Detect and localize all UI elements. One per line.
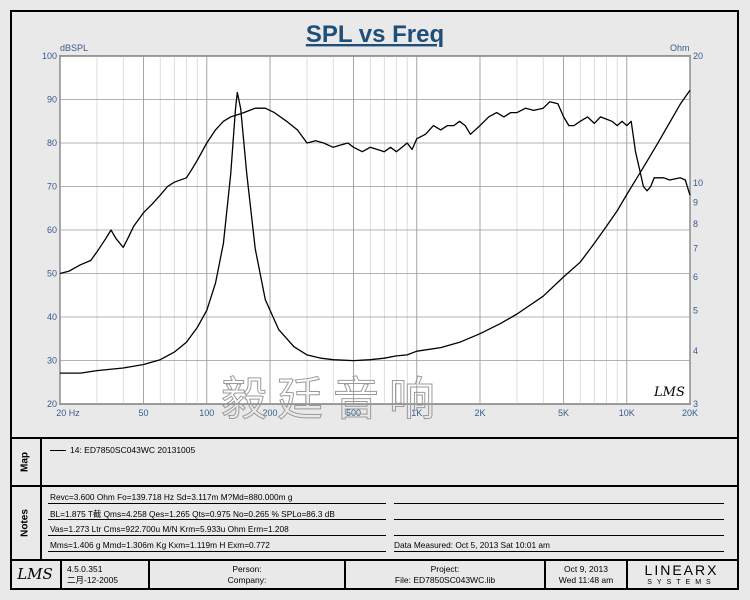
y-right-tick-label: 20 (693, 51, 703, 61)
y-left-tick-label: 70 (47, 182, 57, 192)
footer-date: Oct 9, 2013 (564, 564, 608, 574)
y-right-tick-label: 6 (693, 272, 698, 282)
footer-brand-sub: SYSTEMS (647, 579, 716, 586)
spl-chart: SPL vs Freq dBSPL Ohm 20 Hz 50 100 200 500 1K… (42, 21, 703, 427)
spl-series-line (59, 101, 691, 275)
x-tick-label: 2K (474, 408, 485, 418)
x-tick-label: 20K (682, 408, 698, 418)
y-left-tick-label: 50 (47, 269, 57, 279)
plot-logo: LMS (653, 385, 685, 400)
footer-version-date: 二月-12-2005 (67, 575, 119, 585)
footer-brand: LINEARX (644, 562, 719, 578)
y-right-tick-label: 10 (693, 178, 703, 188)
y-left-tick-label: 40 (47, 312, 57, 322)
map-section: Map 14: ED7850SC043WC 20131005 (10, 437, 739, 485)
map-label: Map (10, 439, 42, 485)
y-left-tick-label: 100 (42, 51, 57, 61)
y-right-tick-label: 5 (693, 305, 698, 315)
ticks: 20 Hz 50 100 200 500 1K 2K 5K 10K 20K 20 30 40 50 60 70… (42, 51, 703, 418)
x-tick-label: 1K (411, 408, 422, 418)
notes-line-3: Vas=1.273 Ltr Cms=922.700u M/N Krm=5.933… (50, 524, 289, 534)
footer-logo-cell: LMS (10, 561, 62, 590)
y-left-tick-label: 90 (47, 95, 57, 105)
data-measured: Data Measured: Oct 5, 2013 Sat 10:01 am (394, 540, 550, 550)
y-right-tick-label: 9 (693, 197, 698, 207)
y-right-tick-label: 7 (693, 244, 698, 254)
notes-line-1: Revc=3.600 Ohm Fo=139.718 Hz Sd=3.117m M… (50, 492, 293, 502)
watermark: 毅廷音响 (221, 372, 445, 426)
x-tick-label: 200 (262, 408, 277, 418)
x-tick-label: 20 Hz (56, 408, 80, 418)
footer-brand-cell: LINEARX SYSTEMS (628, 561, 735, 590)
x-tick-label: 100 (199, 408, 214, 418)
footer: LMS 4.5.0.351 二月-12-2005 Person: Company… (10, 559, 739, 590)
footer-person-cell: Person: Company: (150, 561, 346, 590)
y-left-tick-label: 20 (47, 399, 57, 409)
notes-section: Notes Revc=3.600 Ohm Fo=139.718 Hz Sd=3.… (10, 485, 739, 559)
series (59, 89, 691, 374)
x-tick-label: 50 (139, 408, 149, 418)
y-left-tick-label: 30 (47, 356, 57, 366)
notes-label: Notes (10, 487, 42, 559)
legend-line-swatch (50, 450, 66, 452)
y-left-tick-label: 80 (47, 138, 57, 148)
footer-project-label: Project: (430, 564, 460, 574)
chart-title: SPL vs Freq (306, 21, 444, 48)
notes-line-4: Mms=1.406 g Mmd=1.306m Kg Kxm=1.119m H E… (50, 540, 270, 550)
legend-label: 14: ED7850SC043WC 20131005 (70, 445, 196, 455)
y-right-tick-label: 8 (693, 219, 698, 229)
footer-time: Wed 11:48 am (558, 575, 614, 585)
y-left-axis-label: dBSPL (60, 43, 88, 53)
footer-version: 4.5.0.351 (67, 564, 103, 574)
notes-line-2: BL=1.875 T截 Qms=4.258 Qes=1.265 Qts=0.97… (50, 509, 335, 519)
footer-date-cell: Oct 9, 2013 Wed 11:48 am (546, 561, 628, 590)
footer-logo: LMS (17, 565, 53, 583)
x-tick-label: 10K (619, 408, 635, 418)
y-right-axis-label: Ohm (670, 43, 690, 53)
y-right-tick-label: 4 (693, 346, 698, 356)
y-right-tick-label: 3 (693, 399, 698, 409)
impedance-series-line (60, 89, 691, 374)
footer-person-label: Person: (232, 564, 262, 574)
x-tick-label: 5K (558, 408, 569, 418)
y-left-tick-label: 60 (47, 225, 57, 235)
footer-file-label: File: ED7850SC043WC.lib (394, 575, 496, 585)
footer-project-cell: Project: File: ED7850SC043WC.lib (346, 561, 546, 590)
legend-entry: 14: ED7850SC043WC 20131005 (50, 445, 195, 455)
x-tick-label: 500 (346, 408, 361, 418)
footer-company-label: Company: (227, 575, 267, 585)
grid (59, 55, 691, 405)
footer-version-cell: 4.5.0.351 二月-12-2005 (62, 561, 150, 590)
